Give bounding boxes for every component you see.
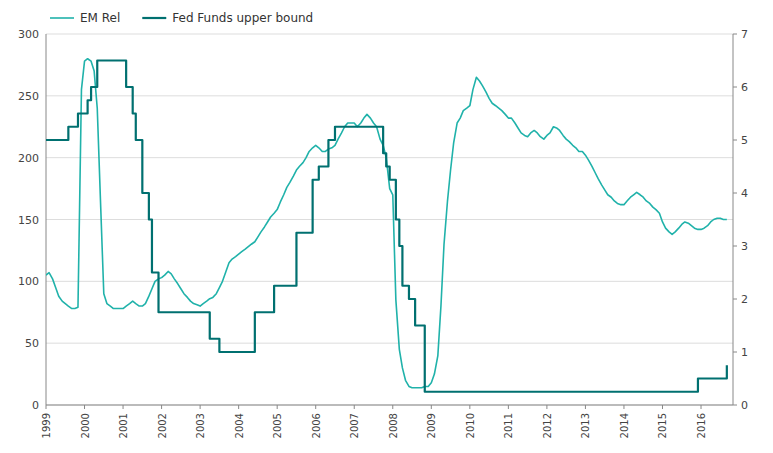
x-tick: [469, 405, 470, 409]
x-tick: [84, 405, 85, 409]
y-tick-label: 150: [18, 214, 39, 227]
grid-line: [46, 343, 733, 344]
x-tick: [508, 405, 509, 409]
x-tick-label: 1999: [41, 413, 52, 438]
x-tick-label: 2015: [657, 413, 668, 438]
y-tick-label: 250: [18, 90, 39, 103]
step-line: [46, 61, 727, 392]
x-tick-label: 2005: [272, 413, 283, 438]
legend-item: Fed Funds upper bound: [142, 11, 313, 25]
y-tick-label: 300: [18, 28, 39, 41]
grid: [46, 34, 733, 405]
x-tick-label: 2004: [234, 413, 245, 438]
x-tick: [546, 405, 547, 409]
x-tick-label: 2000: [80, 413, 91, 438]
y2-tick: [733, 140, 737, 141]
grid-line: [46, 95, 733, 96]
y2-axis-line: [733, 34, 734, 405]
y2-tick-label: 7: [741, 28, 748, 41]
y2-tick: [733, 352, 737, 353]
y2-tick: [733, 246, 737, 247]
legend: EM Rel Fed Funds upper bound: [50, 11, 313, 25]
chart: 0 50 100 150 200 250 300 0 1 2 3 4 5 6 7 1999 2000 2001 20…: [0, 0, 773, 453]
y-tick-label: 50: [25, 337, 39, 350]
x-tick-label: 2009: [426, 413, 437, 438]
line: [46, 59, 727, 388]
x-tick-label: 2002: [157, 413, 168, 438]
legend-item: EM Rel: [50, 11, 120, 25]
y2-tick: [733, 405, 737, 406]
x-tick-label: 2014: [619, 413, 630, 438]
x-tick-label: 2007: [349, 413, 360, 438]
grid-line: [46, 34, 733, 35]
x-tick: [200, 405, 201, 409]
x-tick: [238, 405, 239, 409]
x-tick-label: 2001: [118, 413, 129, 438]
y2-tick: [733, 87, 737, 88]
x-tick-label: 2016: [696, 413, 707, 438]
x-tick: [123, 405, 124, 409]
x-tick-label: 2006: [311, 413, 322, 438]
grid-line: [46, 281, 733, 282]
y2-tick: [733, 299, 737, 300]
x-tick: [277, 405, 278, 409]
y-tick-label: 100: [18, 275, 39, 288]
x-tick-label: 2011: [503, 413, 514, 438]
x-tick-label: 2008: [388, 413, 399, 438]
x-tick: [46, 405, 47, 409]
x-tick: [623, 405, 624, 409]
axes: 0 50 100 150 200 250 300 0 1 2 3 4 5 6 7 1999 2000 2001 20…: [18, 28, 748, 438]
x-tick: [701, 405, 702, 409]
x-tick-label: 2012: [542, 413, 553, 438]
y-tick-label: 0: [32, 399, 39, 412]
x-tick: [662, 405, 663, 409]
y2-tick: [733, 193, 737, 194]
plot-area: [46, 59, 727, 392]
x-axis-line: [46, 405, 733, 406]
grid-line: [46, 157, 733, 158]
y2-tick: [733, 34, 737, 35]
y2-tick-label: 4: [741, 187, 748, 200]
x-tick: [431, 405, 432, 409]
y2-tick-label: 3: [741, 240, 748, 253]
x-tick: [354, 405, 355, 409]
x-tick-label: 2003: [195, 413, 206, 438]
x-tick: [315, 405, 316, 409]
legend-swatch: [142, 17, 166, 19]
y2-tick-label: 2: [741, 293, 748, 306]
y2-tick-label: 1: [741, 346, 748, 359]
y2-tick-label: 6: [741, 81, 748, 94]
y2-tick-label: 0: [741, 399, 748, 412]
x-tick: [392, 405, 393, 409]
x-tick: [161, 405, 162, 409]
y-tick-label: 200: [18, 152, 39, 165]
x-tick-label: 2013: [580, 413, 591, 438]
legend-label: Fed Funds upper bound: [172, 11, 313, 25]
x-tick-label: 2010: [465, 413, 476, 438]
x-tick: [585, 405, 586, 409]
grid-line: [46, 405, 733, 406]
y-axis-line: [46, 34, 47, 405]
y2-tick-label: 5: [741, 134, 748, 147]
legend-swatch: [50, 17, 74, 19]
legend-label: EM Rel: [80, 11, 120, 25]
